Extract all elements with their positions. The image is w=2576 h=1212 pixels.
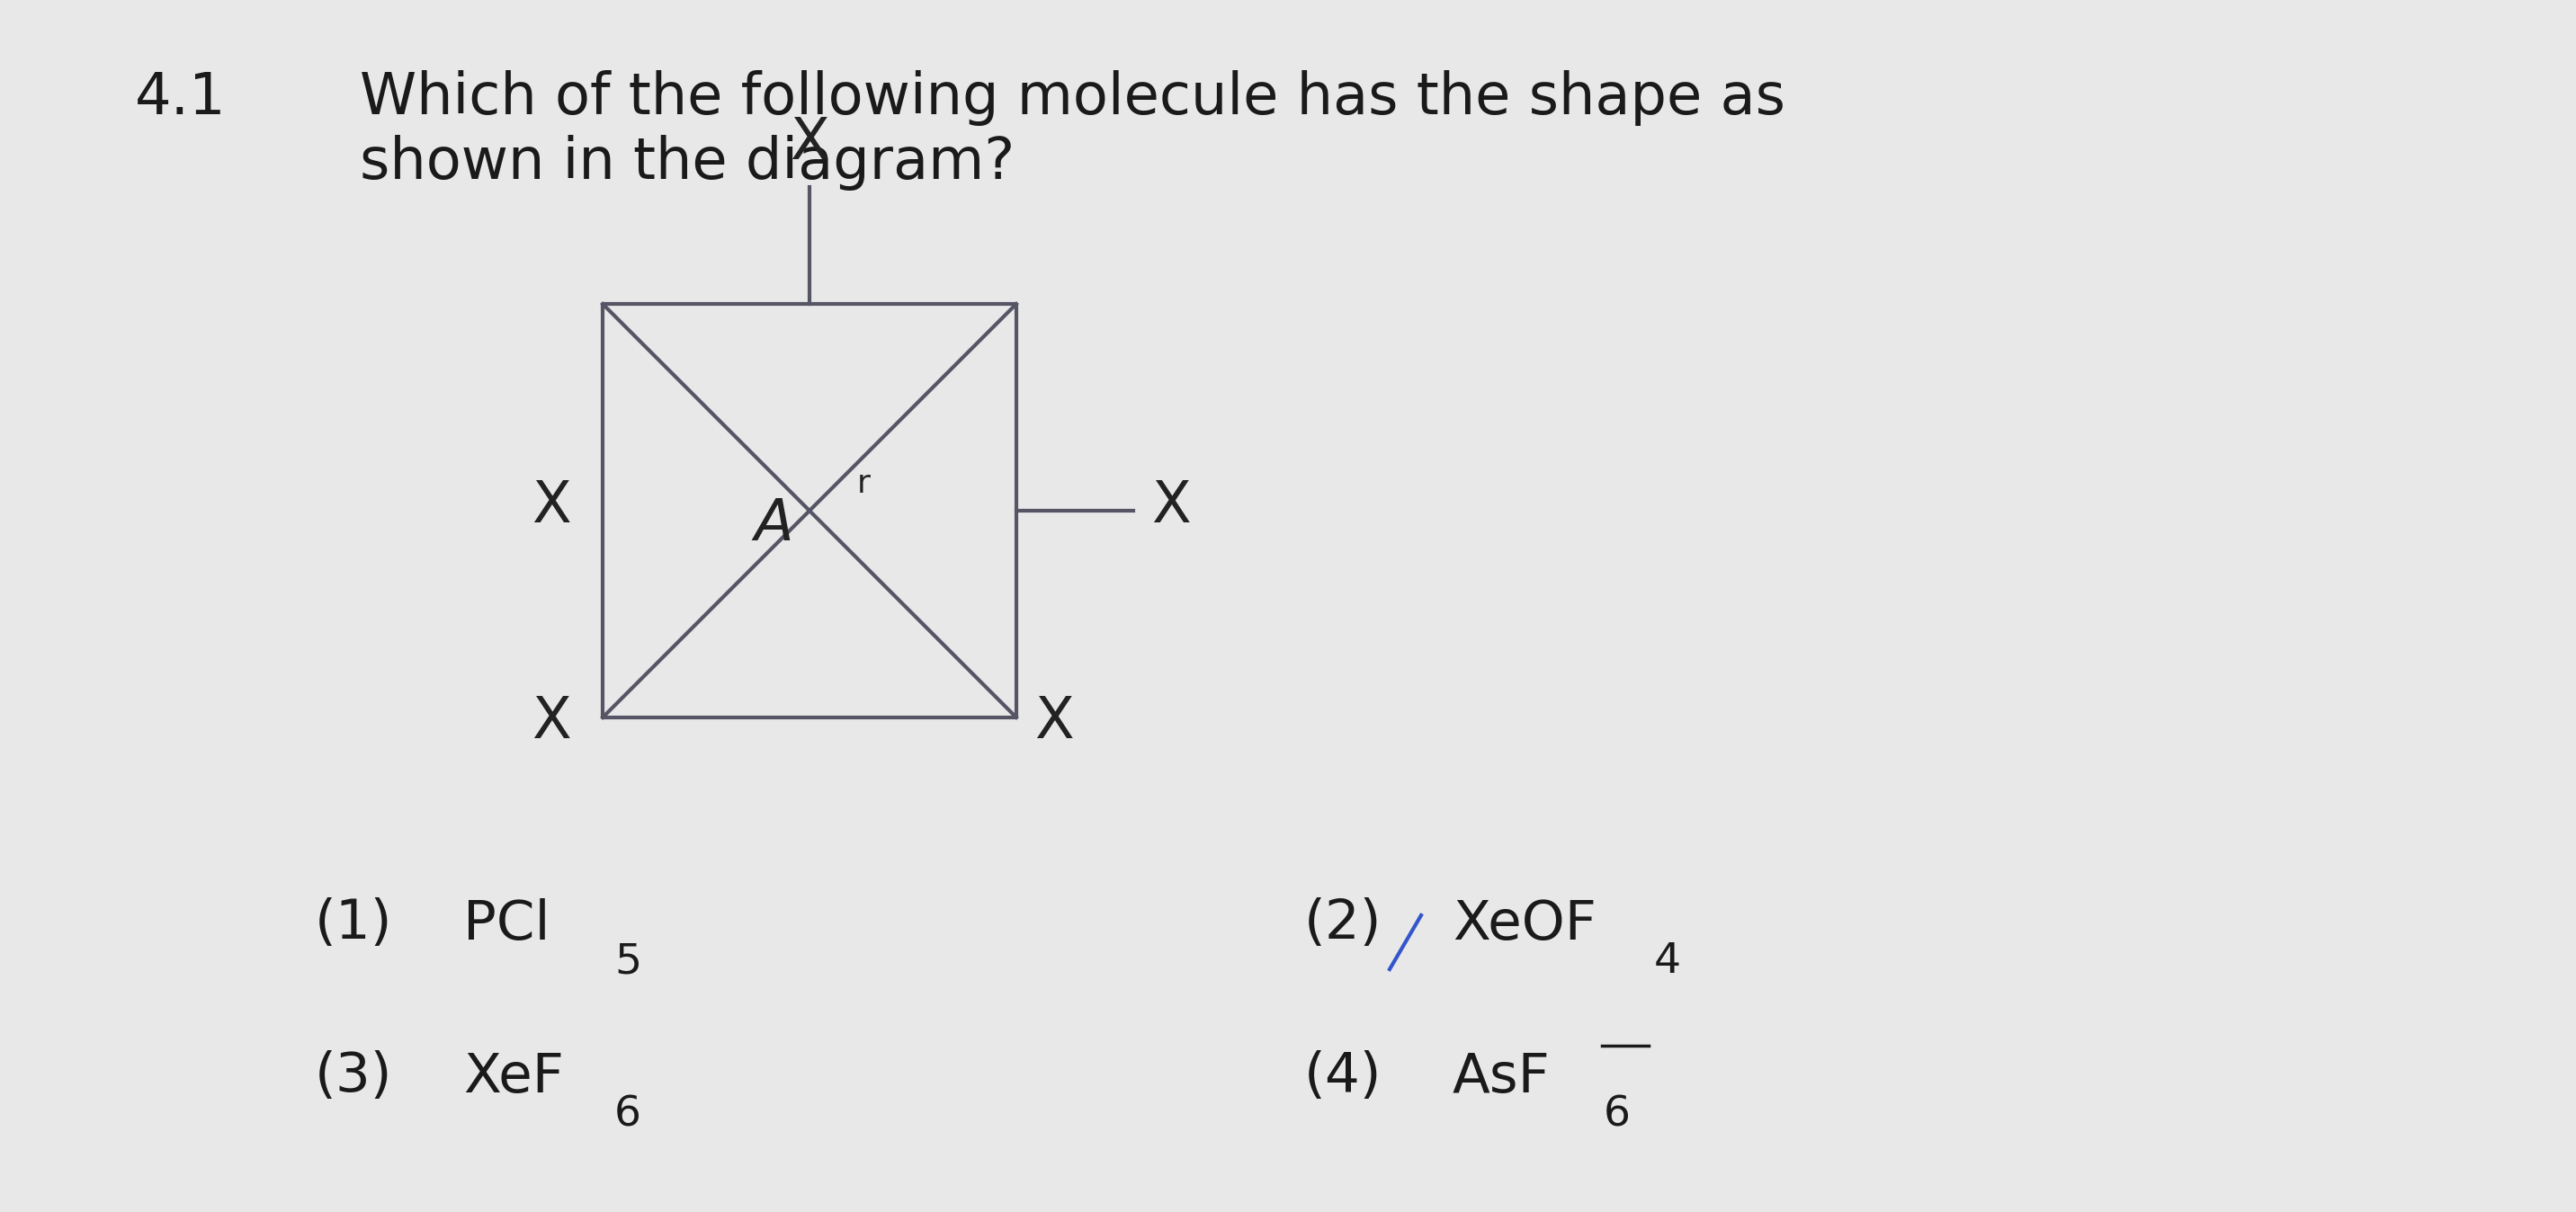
Text: X: X — [531, 479, 572, 534]
Text: XeOF: XeOF — [1453, 898, 1597, 950]
Text: PCl: PCl — [464, 898, 551, 950]
Text: Which of the following molecule has the shape as
shown in the diagram?: Which of the following molecule has the … — [361, 70, 1785, 190]
Text: X: X — [791, 115, 829, 171]
Text: 4.1: 4.1 — [134, 70, 227, 126]
Text: AsF: AsF — [1453, 1051, 1551, 1104]
Text: X: X — [1151, 479, 1190, 534]
Text: (3): (3) — [314, 1051, 392, 1104]
Text: (2): (2) — [1303, 898, 1381, 950]
Text: A: A — [755, 496, 793, 551]
Text: 6: 6 — [1605, 1094, 1631, 1136]
Text: 4: 4 — [1654, 942, 1682, 982]
Text: X: X — [1036, 694, 1074, 750]
Text: (1): (1) — [314, 898, 392, 950]
Text: r: r — [858, 468, 871, 499]
Text: 5: 5 — [613, 942, 641, 982]
Text: X: X — [531, 694, 572, 750]
Text: (4): (4) — [1303, 1051, 1381, 1104]
Text: XeF: XeF — [464, 1051, 564, 1104]
Text: 6: 6 — [613, 1094, 641, 1136]
